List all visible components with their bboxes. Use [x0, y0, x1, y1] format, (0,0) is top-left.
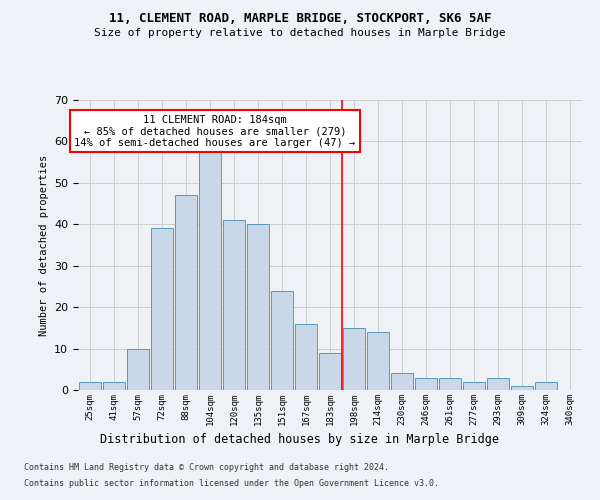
- Bar: [535, 382, 557, 390]
- Bar: [79, 382, 101, 390]
- Text: 11 CLEMENT ROAD: 184sqm
← 85% of detached houses are smaller (279)
14% of semi-d: 11 CLEMENT ROAD: 184sqm ← 85% of detache…: [74, 114, 355, 148]
- Bar: [463, 382, 485, 390]
- Bar: [175, 196, 197, 390]
- Bar: [415, 378, 437, 390]
- Bar: [271, 290, 293, 390]
- Bar: [343, 328, 365, 390]
- Bar: [103, 382, 125, 390]
- Bar: [295, 324, 317, 390]
- Bar: [247, 224, 269, 390]
- Text: Distribution of detached houses by size in Marple Bridge: Distribution of detached houses by size …: [101, 432, 499, 446]
- Y-axis label: Number of detached properties: Number of detached properties: [38, 154, 49, 336]
- Bar: [199, 150, 221, 390]
- Bar: [319, 352, 341, 390]
- Bar: [391, 374, 413, 390]
- Text: Contains public sector information licensed under the Open Government Licence v3: Contains public sector information licen…: [24, 478, 439, 488]
- Text: Size of property relative to detached houses in Marple Bridge: Size of property relative to detached ho…: [94, 28, 506, 38]
- Bar: [439, 378, 461, 390]
- Text: Contains HM Land Registry data © Crown copyright and database right 2024.: Contains HM Land Registry data © Crown c…: [24, 464, 389, 472]
- Bar: [151, 228, 173, 390]
- Text: 11, CLEMENT ROAD, MARPLE BRIDGE, STOCKPORT, SK6 5AF: 11, CLEMENT ROAD, MARPLE BRIDGE, STOCKPO…: [109, 12, 491, 26]
- Bar: [223, 220, 245, 390]
- Bar: [487, 378, 509, 390]
- Bar: [511, 386, 533, 390]
- Bar: [127, 348, 149, 390]
- Bar: [367, 332, 389, 390]
